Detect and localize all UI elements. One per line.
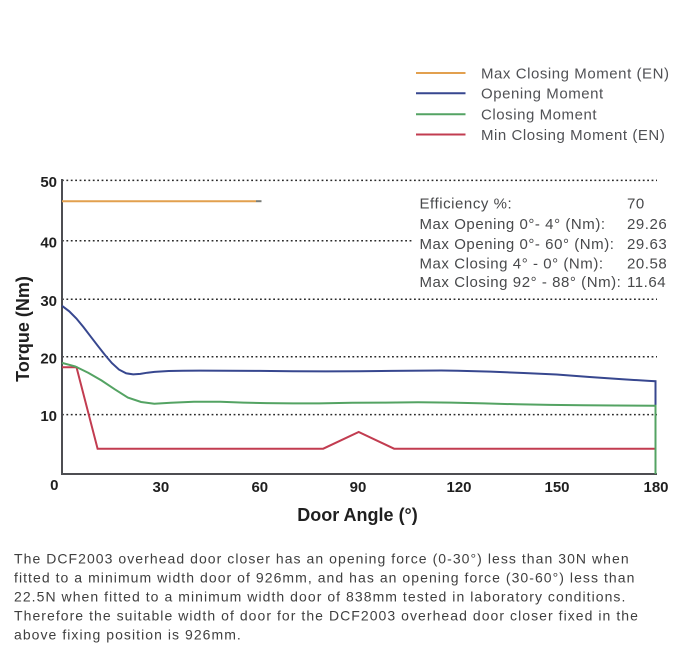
svg-text:Closing Moment: Closing Moment	[481, 107, 597, 124]
svg-text:70: 70	[627, 195, 645, 212]
svg-text:11.64: 11.64	[627, 274, 666, 291]
svg-text:50: 50	[40, 174, 57, 191]
svg-text:180: 180	[643, 479, 668, 496]
svg-text:fitted to a minimum width door: fitted to a minimum width door of 926mm,…	[14, 569, 635, 585]
svg-text:Efficiency %:: Efficiency %:	[420, 195, 513, 212]
svg-text:29.63: 29.63	[627, 236, 667, 253]
svg-text:above fixing position is 926mm: above fixing position is 926mm.	[14, 626, 242, 642]
svg-text:Max Closing 4° - 0° (Nm):: Max Closing 4° - 0° (Nm):	[420, 256, 604, 273]
svg-text:150: 150	[544, 479, 569, 496]
svg-text:Torque (Nm): Torque (Nm)	[13, 276, 33, 382]
svg-text:120: 120	[446, 479, 471, 496]
svg-text:30: 30	[153, 479, 170, 496]
svg-text:22.5N when fitted to a minimum: 22.5N when fitted to a minimum width doo…	[14, 588, 626, 604]
svg-text:90: 90	[350, 479, 367, 496]
svg-text:Max Closing 92° - 88° (Nm):: Max Closing 92° - 88° (Nm):	[420, 274, 622, 291]
svg-text:60: 60	[251, 479, 268, 496]
svg-text:Therefore the suitable width o: Therefore the suitable width of door for…	[14, 607, 639, 623]
svg-text:20: 20	[40, 350, 57, 367]
svg-text:40: 40	[40, 234, 57, 251]
svg-text:Door Angle (°): Door Angle (°)	[297, 505, 418, 525]
svg-text:Max Opening 0°- 60° (Nm):: Max Opening 0°- 60° (Nm):	[420, 236, 615, 253]
svg-text:10: 10	[40, 408, 57, 425]
svg-text:0: 0	[50, 477, 58, 494]
svg-text:29.26: 29.26	[627, 216, 667, 233]
svg-text:Max Opening 0°- 4° (Nm):: Max Opening 0°- 4° (Nm):	[420, 216, 606, 233]
svg-text:Max Closing Moment (EN): Max Closing Moment (EN)	[481, 65, 670, 82]
svg-text:Min Closing Moment (EN): Min Closing Moment (EN)	[481, 127, 665, 144]
svg-text:Opening Moment: Opening Moment	[481, 86, 604, 103]
svg-text:30: 30	[40, 293, 57, 310]
svg-text:The DCF2003 overhead door clos: The DCF2003 overhead door closer has an …	[14, 550, 630, 566]
svg-text:20.58: 20.58	[627, 256, 667, 273]
